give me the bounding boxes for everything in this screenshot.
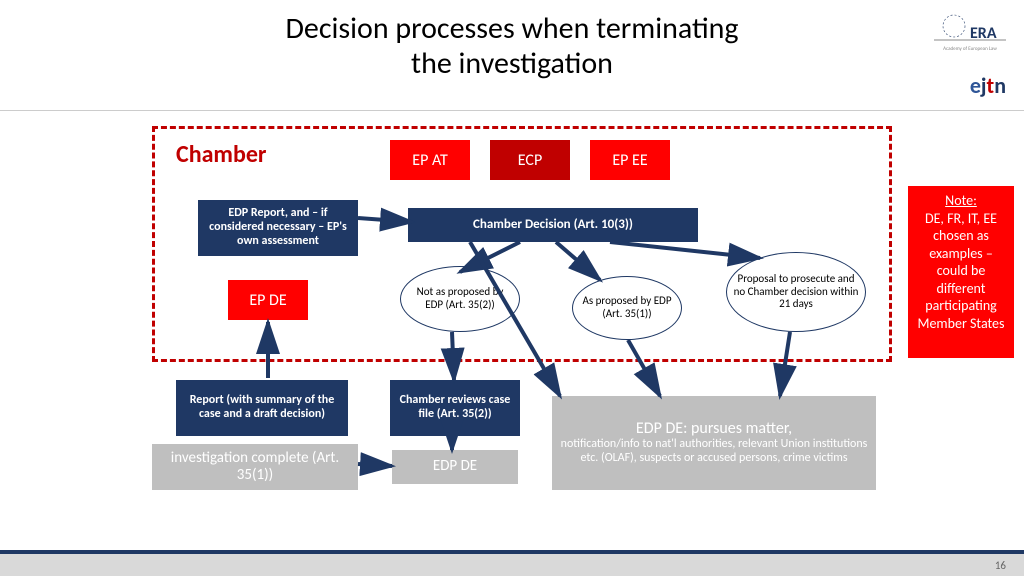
footer xyxy=(0,554,1024,576)
box-ecp: ECP xyxy=(490,140,570,180)
divider xyxy=(0,110,1024,111)
slide-title: Decision processes when terminatingthe i… xyxy=(0,0,1024,81)
ellipse-not-proposed: Not as proposed by EDP (Art. 35(2)) xyxy=(400,266,520,332)
box-report-summary: Report (with summary of the case and a d… xyxy=(176,380,348,436)
chamber-label: Chamber xyxy=(176,140,266,169)
slide-number: 16 xyxy=(995,559,1006,572)
svg-text:Academy of European Law: Academy of European Law xyxy=(943,46,997,52)
era-logo: ERA Academy of European Law xyxy=(934,12,1006,58)
box-ep-de: EP DE xyxy=(228,280,308,320)
note-box: Note:DE, FR, IT, EE chosen as examples –… xyxy=(908,186,1014,358)
grey-pursues: EDP DE: pursues matter, notification/inf… xyxy=(552,396,876,490)
ejtn-logo: ejtn xyxy=(934,72,1006,108)
grey-edp-de: EDP DE xyxy=(392,450,518,484)
box-chamber-decision: Chamber Decision (Art. 10(3)) xyxy=(408,208,698,242)
box-ep-at: EP AT xyxy=(390,140,470,180)
box-chamber-reviews: Chamber reviews case file (Art. 35(2)) xyxy=(390,380,520,436)
grey-investigation: investigation complete (Art. 35(1)) xyxy=(152,444,358,490)
ellipse-proposal: Proposal to prosecute and no Chamber dec… xyxy=(726,252,866,332)
ellipse-as-proposed: As proposed by EDP (Art. 35(1)) xyxy=(572,276,682,340)
box-ep-ee: EP EE xyxy=(590,140,670,180)
box-edp-report: EDP Report, and – if considered necessar… xyxy=(198,200,358,256)
svg-text:ERA: ERA xyxy=(970,24,997,43)
